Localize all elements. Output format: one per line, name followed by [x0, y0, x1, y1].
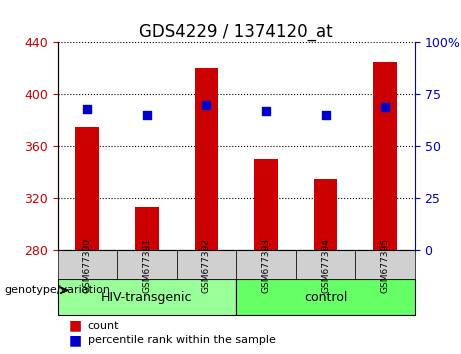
Bar — [76, 127, 99, 250]
FancyBboxPatch shape — [117, 250, 177, 279]
Text: genotype/variation: genotype/variation — [5, 285, 111, 295]
FancyBboxPatch shape — [236, 250, 296, 279]
Point — [143, 112, 151, 118]
Bar — [373, 62, 397, 250]
Text: control: control — [304, 291, 347, 304]
Text: percentile rank within the sample: percentile rank within the sample — [88, 335, 276, 345]
FancyBboxPatch shape — [177, 250, 236, 279]
FancyBboxPatch shape — [58, 250, 117, 279]
Text: ■: ■ — [69, 319, 82, 333]
Point — [381, 104, 389, 110]
Bar — [195, 68, 219, 250]
Text: GSM677390: GSM677390 — [83, 238, 92, 293]
Text: ■: ■ — [69, 333, 82, 347]
FancyBboxPatch shape — [355, 250, 415, 279]
Text: GSM677393: GSM677393 — [261, 238, 271, 293]
Text: GSM677395: GSM677395 — [381, 238, 390, 293]
Text: GSM677394: GSM677394 — [321, 238, 330, 292]
Point — [84, 106, 91, 112]
FancyBboxPatch shape — [58, 279, 236, 315]
Text: GSM677391: GSM677391 — [142, 238, 152, 293]
Point — [262, 108, 270, 114]
Text: GSM677392: GSM677392 — [202, 238, 211, 292]
Bar — [313, 179, 337, 250]
Point — [203, 102, 210, 108]
Point — [322, 112, 329, 118]
Bar — [254, 159, 278, 250]
Bar — [135, 207, 159, 250]
Text: HIV-transgenic: HIV-transgenic — [101, 291, 193, 304]
FancyBboxPatch shape — [296, 250, 355, 279]
FancyBboxPatch shape — [236, 279, 415, 315]
Text: count: count — [88, 321, 119, 331]
Title: GDS4229 / 1374120_at: GDS4229 / 1374120_at — [139, 23, 333, 41]
